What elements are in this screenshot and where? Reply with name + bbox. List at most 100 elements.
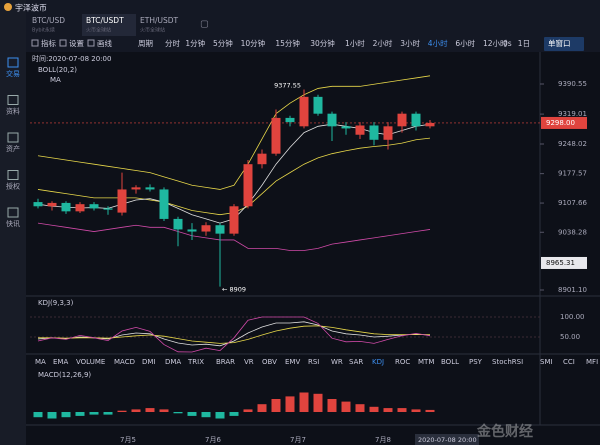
candle-body bbox=[61, 202, 71, 212]
period[interactable]: 30分钟 bbox=[310, 38, 335, 48]
macd-bar bbox=[103, 412, 113, 415]
candle-body bbox=[411, 113, 421, 127]
boll-label: BOLL(20,2) bbox=[38, 66, 77, 74]
macd-bar bbox=[229, 412, 239, 416]
indicator-tab[interactable]: SMI bbox=[540, 358, 553, 366]
tool-icon[interactable] bbox=[59, 39, 67, 47]
window[interactable]: 单窗口 bbox=[548, 38, 571, 48]
indicator-tab[interactable]: WR bbox=[331, 358, 343, 366]
tool[interactable]: 指标 bbox=[41, 38, 56, 48]
indicator-tab[interactable]: BOLL bbox=[441, 358, 459, 366]
candle-body bbox=[257, 153, 267, 165]
macd-bar bbox=[61, 412, 71, 418]
indicator-tab[interactable]: RSI bbox=[308, 358, 319, 366]
tab-title[interactable]: BTC/USDT bbox=[86, 16, 124, 25]
period[interactable]: 12小时 bbox=[483, 38, 508, 48]
indicator-tab[interactable]: MFI bbox=[586, 358, 598, 366]
indicator-tab[interactable]: CCI bbox=[563, 358, 575, 366]
sidebar-label[interactable]: 资产 bbox=[6, 144, 20, 153]
period[interactable]: 5分钟 bbox=[213, 38, 233, 48]
indicator-tab[interactable]: BRAR bbox=[216, 358, 235, 366]
macd-bar bbox=[215, 412, 225, 419]
sidebar-icon[interactable] bbox=[7, 170, 19, 180]
candle-body bbox=[159, 189, 169, 219]
macd-bar bbox=[75, 412, 85, 416]
macd-bar bbox=[313, 393, 323, 412]
tab-active[interactable] bbox=[82, 14, 136, 36]
tab-title[interactable]: BTC/USD bbox=[32, 16, 65, 25]
period[interactable]: 1小时 bbox=[345, 38, 365, 48]
indicator-tab[interactable]: ROC bbox=[395, 358, 410, 366]
kdj-line bbox=[37, 321, 431, 347]
refresh[interactable]: 0s bbox=[503, 39, 512, 48]
tab-sub[interactable]: 火币全球站 bbox=[86, 27, 111, 34]
tool[interactable]: 设置 bbox=[69, 38, 84, 48]
indicator-line bbox=[37, 222, 431, 251]
period[interactable]: 1日 bbox=[518, 39, 530, 48]
indicator-tab[interactable]: DMA bbox=[165, 358, 181, 366]
indicator-tab[interactable]: StochRSI bbox=[492, 358, 523, 366]
candle-body bbox=[173, 218, 183, 230]
period[interactable]: 分时 bbox=[165, 38, 180, 48]
indicator-tab[interactable]: EMV bbox=[285, 358, 300, 366]
period[interactable]: 4小时 bbox=[428, 38, 448, 48]
indicator-tab[interactable]: KDJ bbox=[372, 358, 384, 366]
macd-bar bbox=[285, 396, 295, 412]
sidebar-icon[interactable] bbox=[7, 132, 19, 143]
period-label[interactable]: 周期 bbox=[138, 39, 153, 48]
tab-sub[interactable]: Bybit永续 bbox=[32, 27, 55, 34]
sidebar-label[interactable]: 交易 bbox=[6, 69, 20, 78]
sidebar-icon[interactable] bbox=[7, 207, 19, 218]
candle-body bbox=[201, 225, 211, 232]
indicator-tab[interactable]: VOLUME bbox=[76, 358, 105, 366]
tab-sub[interactable]: 火币全球站 bbox=[140, 27, 165, 34]
tab-title[interactable]: ETH/USDT bbox=[140, 16, 179, 25]
macd-bar bbox=[425, 409, 435, 412]
indicator-tab[interactable]: DMI bbox=[142, 358, 156, 366]
ma-label: MA bbox=[50, 76, 61, 84]
tool[interactable]: 画线 bbox=[97, 38, 112, 48]
candle-body bbox=[271, 117, 281, 154]
candle-body bbox=[131, 187, 141, 190]
indicator-tab[interactable]: OBV bbox=[262, 358, 277, 366]
indicator-tab[interactable]: VR bbox=[244, 358, 254, 366]
candle-body bbox=[47, 202, 57, 207]
candle-body bbox=[341, 126, 351, 129]
indicator-tab[interactable]: EMA bbox=[53, 358, 68, 366]
candle-body bbox=[89, 204, 99, 209]
indicator-tab[interactable]: MA bbox=[35, 358, 46, 366]
period[interactable]: 2小时 bbox=[373, 38, 393, 48]
candle-body bbox=[285, 117, 295, 123]
candle-body bbox=[313, 96, 323, 114]
macd-bar bbox=[383, 408, 393, 412]
window-button[interactable] bbox=[544, 37, 584, 51]
macd-bar bbox=[145, 408, 155, 412]
macd-bar bbox=[173, 412, 183, 414]
macd-bar bbox=[257, 404, 267, 412]
period[interactable]: 15分钟 bbox=[275, 38, 300, 48]
period[interactable]: 6小时 bbox=[455, 38, 475, 48]
sidebar-icon[interactable] bbox=[7, 57, 19, 68]
candle-body bbox=[187, 229, 197, 232]
add-tab[interactable]: ▢ bbox=[200, 20, 209, 30]
indicator-tab[interactable]: MTM bbox=[418, 358, 434, 366]
tool-icon[interactable] bbox=[87, 39, 95, 47]
price-tick-label: 9107.66 bbox=[558, 199, 587, 207]
period[interactable]: 3小时 bbox=[400, 38, 420, 48]
period[interactable]: 1分钟 bbox=[185, 38, 205, 48]
sidebar-icon[interactable] bbox=[7, 95, 19, 105]
period[interactable]: 10分钟 bbox=[241, 38, 266, 48]
sidebar-label[interactable]: 资料 bbox=[6, 107, 20, 116]
candle-body bbox=[355, 125, 365, 135]
sidebar bbox=[0, 0, 26, 445]
macd-bar bbox=[397, 408, 407, 412]
sidebar-label[interactable]: 快讯 bbox=[6, 219, 20, 228]
tool-icon[interactable] bbox=[31, 39, 39, 47]
indicator-tab[interactable]: MACD bbox=[114, 358, 135, 366]
indicator-tab[interactable]: TRIX bbox=[187, 358, 204, 366]
indicator-tab[interactable]: PSY bbox=[469, 358, 483, 366]
indicator-tab[interactable]: SAR bbox=[349, 358, 363, 366]
indicator-line bbox=[37, 75, 431, 190]
sidebar-label[interactable]: 授权 bbox=[6, 182, 20, 191]
